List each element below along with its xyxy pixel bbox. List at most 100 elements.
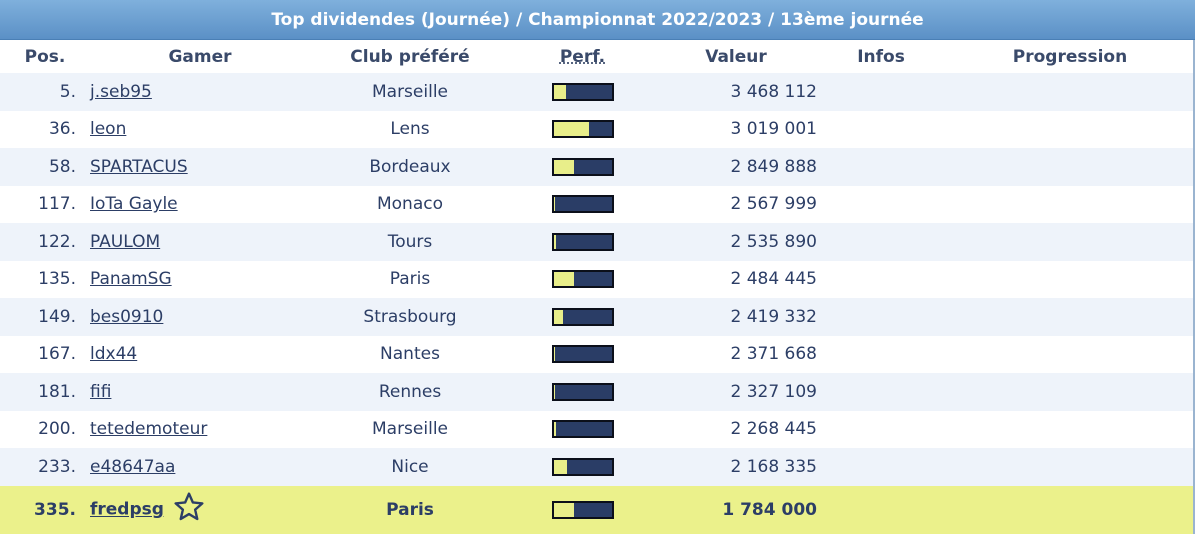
position-cell: 200. bbox=[0, 410, 90, 448]
gamer-link[interactable]: j.seb95 bbox=[90, 81, 152, 102]
gamer-link[interactable]: bes0910 bbox=[90, 306, 164, 327]
perf-cell bbox=[510, 148, 655, 186]
club-cell: Nantes bbox=[310, 335, 510, 373]
perf-cell bbox=[510, 185, 655, 223]
infos-cell bbox=[817, 335, 945, 373]
perf-bar bbox=[551, 307, 614, 326]
gamer-cell: bes0910 bbox=[90, 298, 310, 336]
club-cell: Rennes bbox=[310, 373, 510, 411]
valeur-cell: 2 567 999 bbox=[655, 185, 817, 223]
progression-cell bbox=[945, 73, 1195, 111]
perf-cell bbox=[510, 335, 655, 373]
gamer-cell: e48647aa bbox=[90, 448, 310, 486]
gamer-link[interactable]: fredpsg bbox=[90, 499, 164, 520]
infos-cell bbox=[817, 448, 945, 486]
perf-bar bbox=[551, 382, 614, 401]
position-cell: 149. bbox=[0, 298, 90, 336]
infos-cell bbox=[817, 223, 945, 261]
valeur-cell: 3 019 001 bbox=[655, 110, 817, 148]
infos-cell bbox=[817, 185, 945, 223]
header-perf[interactable]: Perf. bbox=[510, 40, 655, 73]
gamer-cell: IoTa Gayle bbox=[90, 185, 310, 223]
perf-bar-fill bbox=[553, 159, 575, 174]
progression-cell bbox=[945, 373, 1195, 411]
header-gamer[interactable]: Gamer bbox=[168, 46, 232, 67]
infos-cell bbox=[817, 298, 945, 336]
header-pos[interactable]: Pos. bbox=[24, 46, 66, 67]
club-cell: Marseille bbox=[310, 73, 510, 111]
gamer-cell: leon bbox=[90, 110, 310, 148]
header-valeur[interactable]: Valeur bbox=[705, 46, 767, 67]
position-cell: 167. bbox=[0, 335, 90, 373]
progression-cell bbox=[945, 448, 1195, 486]
position-cell: 335. bbox=[0, 485, 90, 534]
position-cell: 36. bbox=[0, 110, 90, 148]
position-cell: 117. bbox=[0, 185, 90, 223]
gamer-link[interactable]: tetedemoteur bbox=[90, 419, 208, 440]
table-row: 5. j.seb95 Marseille 3 468 112 bbox=[0, 73, 1195, 111]
header-club[interactable]: Club préféré bbox=[350, 46, 470, 67]
perf-bar-fill bbox=[553, 309, 564, 324]
gamer-link[interactable]: PAULOM bbox=[90, 231, 161, 252]
club-cell: Lens bbox=[310, 110, 510, 148]
star-icon[interactable] bbox=[172, 491, 206, 528]
perf-bar-fill bbox=[553, 84, 567, 99]
table-row: 233. e48647aa Nice 2 168 335 bbox=[0, 448, 1195, 486]
perf-cell bbox=[510, 448, 655, 486]
header-row: Pos. Gamer Club préféré Perf. Valeur Inf… bbox=[0, 40, 1195, 73]
ranking-table: Pos. Gamer Club préféré Perf. Valeur Inf… bbox=[0, 40, 1195, 534]
table-row: 135. PanamSG Paris 2 484 445 bbox=[0, 260, 1195, 298]
perf-bar-fill bbox=[553, 502, 575, 517]
page-title: Top dividendes (Journée) / Championnat 2… bbox=[0, 0, 1195, 40]
gamer-link[interactable]: e48647aa bbox=[90, 456, 176, 477]
club-cell: Bordeaux bbox=[310, 148, 510, 186]
perf-bar bbox=[551, 457, 614, 476]
valeur-cell: 2 168 335 bbox=[655, 448, 817, 486]
gamer-link[interactable]: ldx44 bbox=[90, 344, 138, 365]
header-perf-label[interactable]: Perf. bbox=[559, 46, 606, 67]
infos-cell bbox=[817, 73, 945, 111]
gamer-cell: fifi bbox=[90, 373, 310, 411]
position-cell: 181. bbox=[0, 373, 90, 411]
my-row: 335. fredpsg Paris 1 784 000 bbox=[0, 485, 1195, 534]
valeur-cell: 2 419 332 bbox=[655, 298, 817, 336]
club-cell: Marseille bbox=[310, 410, 510, 448]
perf-bar-fill bbox=[553, 234, 557, 249]
perf-cell bbox=[510, 485, 655, 534]
perf-bar-fill bbox=[553, 384, 556, 399]
valeur-cell: 2 371 668 bbox=[655, 335, 817, 373]
perf-bar-fill bbox=[553, 422, 557, 437]
progression-cell bbox=[945, 335, 1195, 373]
infos-cell bbox=[817, 373, 945, 411]
perf-cell bbox=[510, 73, 655, 111]
perf-bar-fill bbox=[553, 197, 556, 212]
gamer-link[interactable]: IoTa Gayle bbox=[90, 194, 178, 215]
progression-cell bbox=[945, 485, 1195, 534]
table-row: 149. bes0910 Strasbourg 2 419 332 bbox=[0, 298, 1195, 336]
gamer-cell: PAULOM bbox=[90, 223, 310, 261]
perf-bar bbox=[551, 500, 614, 519]
table-row: 36. leon Lens 3 019 001 bbox=[0, 110, 1195, 148]
gamer-link[interactable]: leon bbox=[90, 119, 127, 140]
progression-cell bbox=[945, 298, 1195, 336]
header-progression: Progression bbox=[1012, 46, 1128, 67]
perf-cell bbox=[510, 298, 655, 336]
gamer-link[interactable]: fifi bbox=[90, 381, 112, 402]
gamer-link[interactable]: SPARTACUS bbox=[90, 156, 188, 177]
gamer-link[interactable]: PanamSG bbox=[90, 269, 172, 290]
table-row: 167. ldx44 Nantes 2 371 668 bbox=[0, 335, 1195, 373]
infos-cell bbox=[817, 110, 945, 148]
valeur-cell: 2 268 445 bbox=[655, 410, 817, 448]
header-infos: Infos bbox=[857, 46, 905, 67]
perf-bar bbox=[551, 270, 614, 289]
progression-cell bbox=[945, 185, 1195, 223]
infos-cell bbox=[817, 260, 945, 298]
perf-bar bbox=[551, 232, 614, 251]
club-cell: Tours bbox=[310, 223, 510, 261]
progression-cell bbox=[945, 410, 1195, 448]
club-cell: Paris bbox=[310, 485, 510, 534]
club-cell: Strasbourg bbox=[310, 298, 510, 336]
position-cell: 135. bbox=[0, 260, 90, 298]
perf-bar bbox=[551, 157, 614, 176]
infos-cell bbox=[817, 485, 945, 534]
